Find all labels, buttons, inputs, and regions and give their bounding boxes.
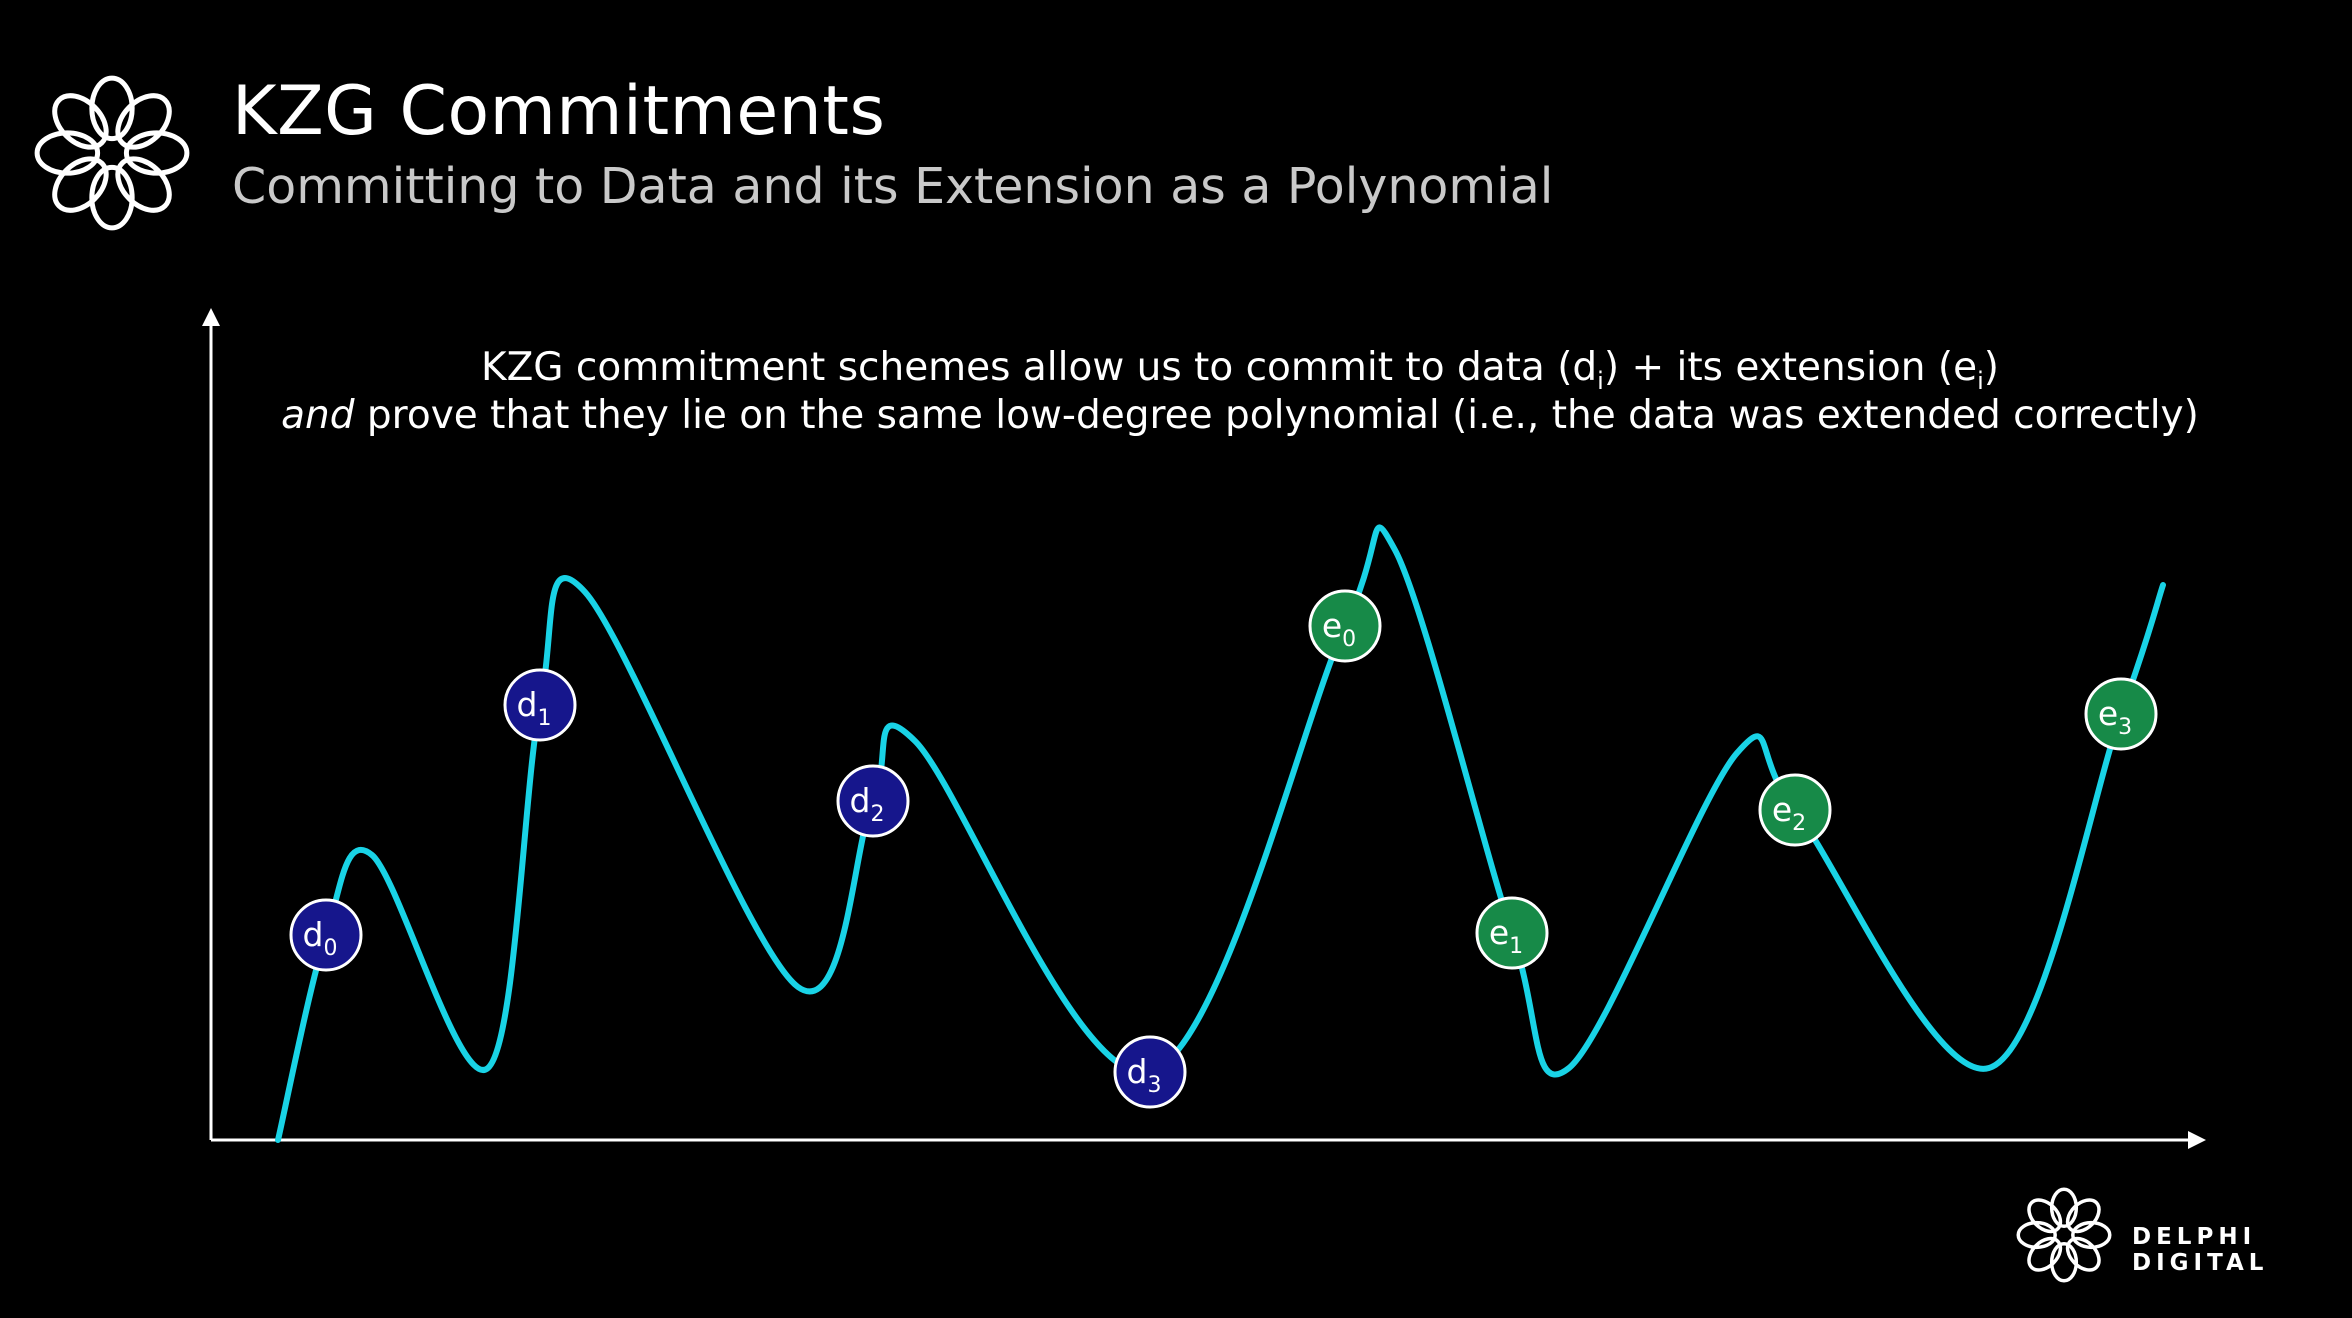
emphasis-text: and <box>281 393 355 438</box>
description-line-1: KZG commitment schemes allow us to commi… <box>0 345 2352 395</box>
node-d1: d1 <box>503 668 577 742</box>
delphi-logo-icon <box>34 75 190 231</box>
node-e1: e1 <box>1475 896 1549 970</box>
node-d0: d0 <box>289 898 363 972</box>
logo-loop <box>115 93 172 150</box>
subscript: i <box>1597 366 1604 395</box>
page-title: KZG Commitments <box>232 72 886 151</box>
node-circle <box>836 764 910 838</box>
node-e3: e3 <box>2084 677 2158 751</box>
delphi-logo-small-icon <box>2016 1187 2112 1283</box>
description-line-2: and prove that they lie on the same low-… <box>0 393 2352 438</box>
page-subtitle: Committing to Data and its Extension as … <box>232 158 1554 215</box>
x-axis-arrow-icon <box>2188 1131 2206 1149</box>
text: ) <box>1983 345 1999 390</box>
node-circle <box>1113 1035 1187 1109</box>
logo-loop <box>52 93 109 150</box>
subscript: i <box>1977 366 1984 395</box>
node-label: e0 <box>1322 606 1356 652</box>
node-circle <box>2084 677 2158 751</box>
brand-name: DELPHI DIGITAL <box>2132 1224 2269 1276</box>
y-axis-arrow-icon <box>202 308 220 326</box>
logo-loop <box>52 156 109 213</box>
logo-loop <box>2027 1198 2063 1234</box>
node-d3: d3 <box>1113 1035 1187 1109</box>
node-d2: d2 <box>836 764 910 838</box>
node-e0: e0 <box>1308 589 1382 663</box>
logo-loop <box>2027 1236 2063 1272</box>
logo-loop <box>34 130 101 176</box>
node-circle <box>289 898 363 972</box>
node-label: e2 <box>1772 790 1806 836</box>
logo-loop <box>2065 1236 2101 1272</box>
node-label: e3 <box>2098 694 2132 740</box>
logo-loop <box>89 164 135 231</box>
logo-loop <box>2065 1198 2101 1234</box>
node-circle <box>1758 773 1832 847</box>
logo-loop <box>115 156 172 213</box>
text: prove that they lie on the same low-degr… <box>354 393 2199 438</box>
logo-loop <box>89 75 135 142</box>
polynomial-curve <box>275 524 2166 1143</box>
node-e2: e2 <box>1758 773 1832 847</box>
node-circle <box>503 668 577 742</box>
node-circle <box>1475 896 1549 970</box>
text: ) + its extension (e <box>1603 345 1978 390</box>
text: KZG commitment schemes allow us to commi… <box>481 345 1598 390</box>
logo-loop <box>123 130 190 176</box>
node-circle <box>1308 589 1382 663</box>
